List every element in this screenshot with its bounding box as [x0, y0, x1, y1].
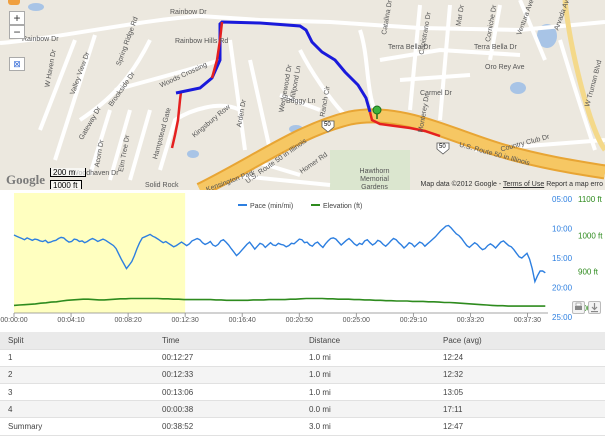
map-canvas[interactable]: [0, 0, 605, 190]
column-header-split[interactable]: Split: [0, 332, 154, 350]
layers-toggle-icon[interactable]: ⊠: [9, 57, 25, 71]
y-axis-pace-tick: 10:00: [552, 225, 573, 234]
download-icon[interactable]: [588, 301, 601, 314]
table-row: 4 00:00:38 0.0 mi 17:11: [0, 400, 605, 419]
time-cell: 00:13:06: [154, 383, 301, 402]
road-label: Woodhaven Dr: [72, 170, 119, 177]
x-axis-tick-label: 00:04:10: [57, 317, 84, 323]
pace-elevation-chart[interactable]: Pace (min/mi) Elevation (ft) 05:00 10:00 15:…: [0, 193, 605, 323]
road-label: Rainbow Hills Rd: [175, 38, 229, 45]
road-label: Rainbow Dr: [170, 9, 207, 16]
y-axis-elevation-tick: 1100 ft: [578, 195, 603, 204]
y-axis-pace-tick: 20:00: [552, 284, 573, 293]
summary-row: Summary 00:38:52 3.0 mi 12:47: [0, 417, 605, 436]
distance-cell: 3.0 mi: [301, 417, 435, 436]
distance-cell: 0.0 mi: [301, 400, 435, 419]
highway-shield-icon: [321, 120, 335, 133]
x-axis-tick-label: 00:33:20: [457, 317, 484, 323]
y-axis-pace-tick: 25:00: [552, 313, 573, 322]
distance-cell: 1.0 mi: [301, 349, 435, 367]
pace-cell: 12:24: [435, 349, 605, 367]
y-axis-elevation-tick: 1000 ft: [578, 231, 603, 240]
split-cell: Summary: [0, 417, 154, 436]
chart-canvas[interactable]: Pace (min/mi) Elevation (ft) 05:00 10:00 15:…: [0, 193, 605, 323]
road-label: Buggy Ln: [286, 98, 316, 105]
road-label: Carmel Dr: [420, 90, 452, 97]
landmark-label: Hawthorn Memorial Gardens: [359, 168, 390, 190]
cemetery-area: [330, 150, 410, 190]
local-streets: [0, 0, 605, 187]
legend-label: Pace (min/mi): [250, 203, 293, 210]
y-axis-elevation-tick: 900 ft: [578, 268, 599, 277]
y-axis-pace-tick: 15:00: [552, 254, 573, 263]
route-red-start: [170, 91, 183, 149]
route-red-end: [210, 21, 441, 138]
x-axis-tick-label: 00:20:50: [286, 317, 313, 323]
road-label: Oro Rey Ave: [485, 64, 525, 71]
map-attribution: Map data ©2012 Google - Terms of Use Rep…: [421, 181, 603, 188]
road-label: Terra Bella Dr: [474, 44, 517, 51]
pace-cell: 17:11: [435, 400, 605, 419]
selected-range-highlight[interactable]: [14, 193, 186, 313]
elevation-series-line: [13, 297, 546, 307]
road-label: Terra Bella Dr: [388, 44, 431, 51]
split-cell: 4: [0, 400, 154, 419]
pace-cell: 13:05: [435, 383, 605, 402]
route-map[interactable]: Rainbow Dr Rainbow Dr Rainbow Hills Rd S…: [0, 0, 605, 190]
zoom-out-button[interactable]: −: [9, 25, 25, 39]
highway-shield-icon: [436, 142, 450, 155]
pegman-icon[interactable]: [8, 0, 20, 5]
scale-imperial: 1000 ft: [50, 180, 82, 190]
distance-cell: 1.0 mi: [301, 383, 435, 402]
end-marker-icon[interactable]: [372, 105, 382, 115]
pond: [187, 150, 199, 158]
legend-label: Elevation (ft): [323, 203, 362, 210]
road-label: Solid Rock: [145, 182, 179, 189]
print-icon[interactable]: [572, 301, 585, 314]
road-label: Rainbow Dr: [22, 36, 59, 43]
time-cell: 00:00:38: [154, 400, 301, 419]
pond: [510, 82, 526, 94]
distance-cell: 1.0 mi: [301, 366, 435, 385]
x-axis-tick-label: 00:12:30: [172, 317, 199, 323]
splits-table: Split Time Distance Pace (avg) 1 00:12:2…: [0, 332, 605, 436]
w-truman-blvd: [562, 0, 605, 152]
table-row: 1 00:12:27 1.0 mi 12:24: [0, 349, 605, 367]
column-header-time[interactable]: Time: [154, 332, 301, 350]
route-blue: [175, 20, 372, 113]
table-header-row: Split Time Distance Pace (avg): [0, 332, 605, 350]
time-cell: 00:38:52: [154, 417, 301, 436]
google-logo: Google: [6, 172, 45, 187]
pace-series-line: [13, 224, 546, 284]
column-header-pace[interactable]: Pace (avg): [435, 332, 605, 350]
column-header-distance[interactable]: Distance: [301, 332, 435, 350]
terms-link[interactable]: Terms of Use: [503, 181, 545, 188]
table-row: 2 00:12:33 1.0 mi 12:32: [0, 366, 605, 385]
split-cell: 2: [0, 366, 154, 385]
y-axis-pace-tick: 05:00: [552, 195, 573, 204]
highway-shield-label: 50: [439, 144, 446, 150]
pace-cell: 12:32: [435, 366, 605, 385]
x-axis-tick-label: 00:16:40: [229, 317, 256, 323]
report-link[interactable]: Report a map erro: [546, 181, 603, 188]
table-row: 3 00:13:06 1.0 mi 13:05: [0, 383, 605, 402]
x-axis-tick-label: 00:08:20: [114, 317, 141, 323]
pond: [28, 3, 44, 11]
pond: [537, 24, 557, 48]
x-axis-tick-label: 00:29:10: [400, 317, 427, 323]
split-cell: 3: [0, 383, 154, 402]
scale-metric: 200 m: [50, 168, 86, 177]
x-axis-tick-label: 00:00:00: [0, 317, 27, 323]
us-route-50-fill: [197, 110, 605, 190]
attribution-text: Map data ©2012 Google -: [420, 181, 502, 188]
x-axis-tick-label: 00:37:30: [514, 317, 541, 323]
time-cell: 00:12:27: [154, 349, 301, 367]
x-axis-tick-label: 00:25:00: [343, 317, 370, 323]
zoom-in-button[interactable]: +: [9, 11, 25, 25]
highway-shield-label: 50: [324, 122, 331, 128]
time-cell: 00:12:33: [154, 366, 301, 385]
split-cell: 1: [0, 349, 154, 367]
pace-cell: 12:47: [435, 417, 605, 436]
